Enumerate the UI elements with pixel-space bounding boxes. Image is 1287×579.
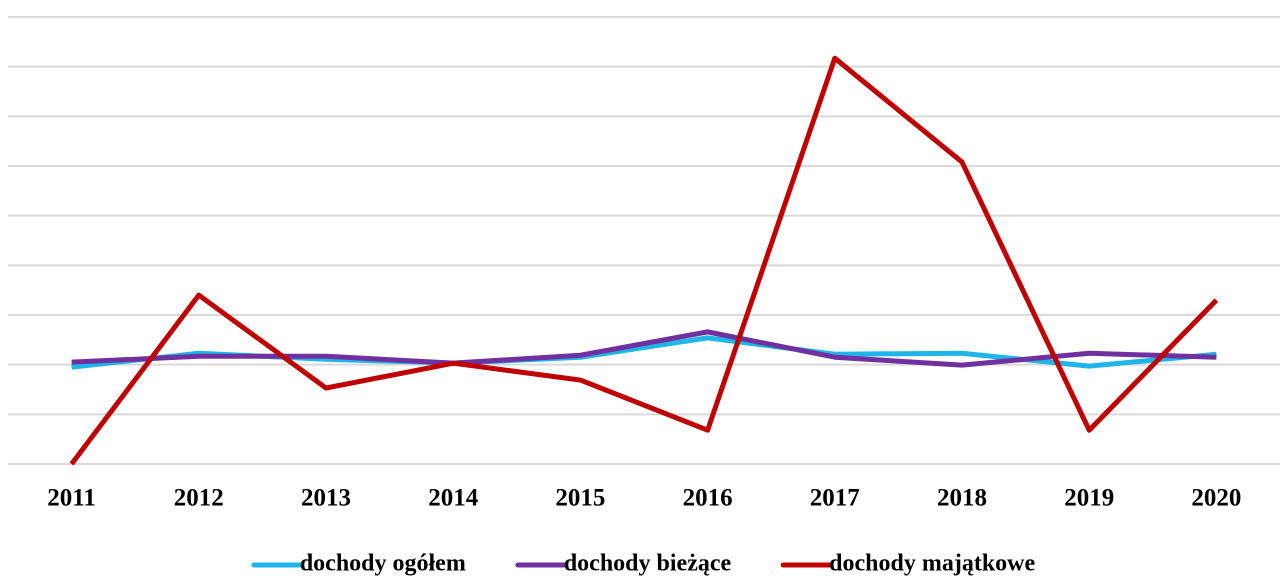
series-line bbox=[71, 329, 1217, 368]
x-tick-label: 2016 bbox=[683, 485, 733, 512]
legend-label: dochody bieżące bbox=[564, 551, 732, 577]
x-tick-label: 2015 bbox=[555, 485, 605, 512]
x-tick-label: 2013 bbox=[301, 485, 351, 512]
x-tick-label: 2012 bbox=[174, 485, 224, 512]
series-line bbox=[69, 55, 1219, 466]
legend-label: dochody ogółem bbox=[300, 551, 466, 577]
x-tick-label: 2017 bbox=[810, 485, 860, 512]
x-tick-label: 2011 bbox=[47, 485, 96, 512]
x-tick-label: 2018 bbox=[937, 485, 987, 512]
x-tick-label: 2019 bbox=[1064, 485, 1114, 512]
legend-label: dochody majątkowe bbox=[829, 551, 1035, 577]
x-tick-label: 2020 bbox=[1191, 485, 1241, 512]
x-tick-label: 2014 bbox=[428, 485, 479, 512]
